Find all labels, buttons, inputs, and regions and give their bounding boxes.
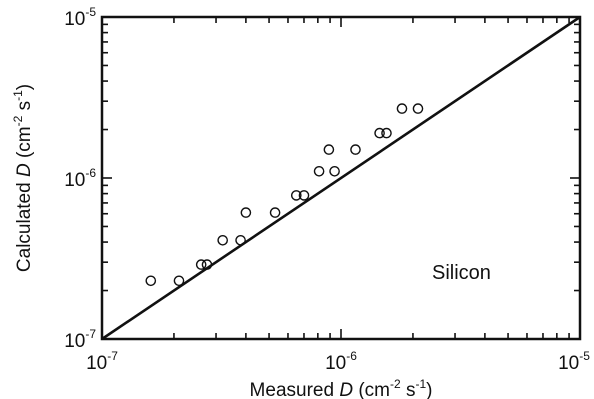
data-point	[313, 165, 325, 177]
data-point	[298, 190, 310, 201]
data-point	[235, 234, 246, 246]
silicon-annotation: Silicon	[432, 262, 491, 284]
data-points	[145, 103, 424, 287]
data-point	[374, 127, 385, 139]
data-point	[145, 275, 157, 287]
data-point	[240, 207, 252, 218]
data-point	[396, 103, 408, 114]
data-point	[269, 207, 281, 218]
data-point	[173, 275, 185, 287]
x-tick-label: 10-7	[86, 349, 118, 374]
x-tick-label: 10-5	[558, 349, 590, 374]
reference-line	[101, 15, 581, 341]
y-tick-label: 10-5	[64, 5, 96, 30]
data-point	[201, 259, 213, 270]
x-tick-label: 10-6	[325, 349, 357, 374]
data-point	[381, 127, 392, 139]
y-tick-label: 10-7	[64, 327, 96, 352]
x-axis-title: Measured D (cm-2 s-1)	[250, 377, 433, 399]
tick-marks	[101, 17, 580, 340]
data-point	[412, 103, 424, 114]
y-tick-label: 10-6	[64, 166, 96, 191]
data-point	[217, 234, 228, 246]
y-axis-title: Calculated D (cm-2 s-1)	[11, 84, 35, 272]
data-point	[350, 144, 361, 155]
data-point	[195, 259, 207, 270]
data-point	[329, 165, 340, 177]
data-point	[323, 144, 335, 155]
data-point	[290, 190, 302, 201]
